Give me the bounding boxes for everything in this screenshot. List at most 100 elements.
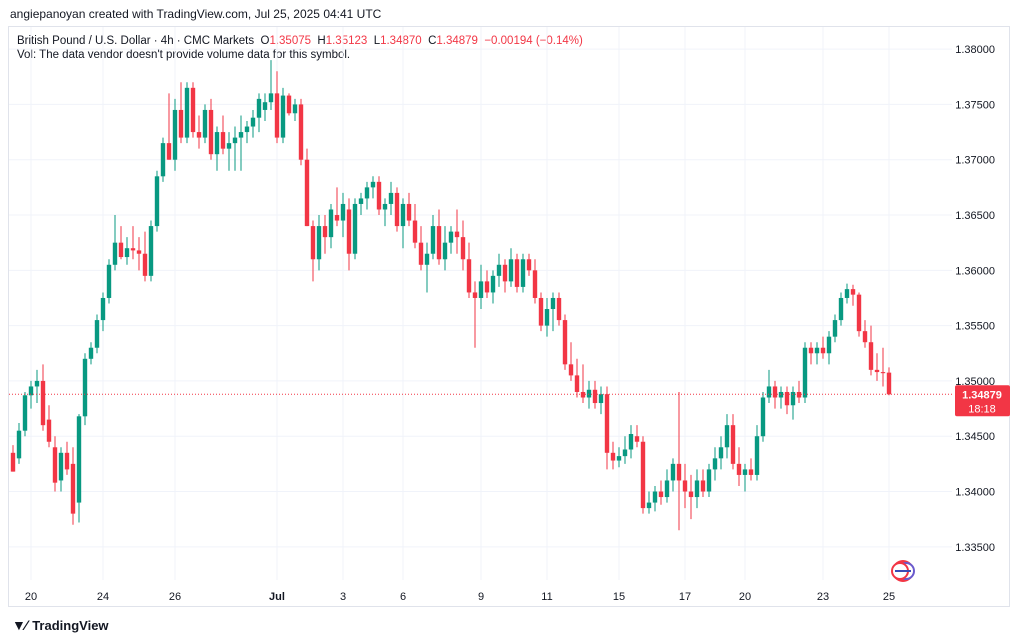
candle-body [610,452,616,461]
candle [640,436,646,514]
candle-body [484,281,490,293]
last-price-badge [955,385,1010,417]
candle [544,297,550,337]
candle-body [514,259,520,287]
candle [346,198,352,271]
tradingview-logo-icon: ▼⁄ [12,617,27,633]
candle [742,463,748,492]
candle [670,458,676,492]
candle-body [376,181,382,210]
candle [736,447,742,486]
close-label: C [428,35,437,47]
candle [142,231,148,282]
candle [616,447,622,468]
time-axis: 20 24 26 Jul 3 6 9 11 15 17 20 23 25 [25,591,895,603]
candle-body [322,226,328,238]
candle [766,369,772,404]
candle [340,192,346,238]
high-value: 1.35123 [325,35,368,47]
candle-body [406,203,412,221]
candle [430,215,436,260]
candle-body [622,449,628,457]
candle-body [670,463,676,481]
flag-icon[interactable] [891,560,915,582]
candle [454,209,460,254]
time-tick-label: 15 [613,591,625,603]
candle [466,242,472,298]
time-tick-label: 26 [169,591,181,603]
candle-body [154,176,160,227]
candle [322,215,328,254]
candle [598,386,604,415]
candle [676,391,682,531]
candle [790,386,796,420]
candle-body [718,447,724,459]
candle [160,137,166,182]
candle [610,441,616,470]
candle [490,270,496,304]
low-label: L [373,35,381,47]
candle [262,93,268,122]
last-price-marker: 1.34879 18:18 [9,385,1010,417]
candle-body [562,320,568,365]
candle-body [736,463,742,475]
candle [334,187,340,227]
candle-body [856,294,862,332]
footer-brand[interactable]: ▼⁄ TradingView [12,617,109,633]
candle [844,283,850,304]
candle [238,115,244,171]
candle [202,104,208,144]
candle-body [742,469,748,475]
candle-body [70,463,76,514]
high-label: H [317,35,326,47]
candle [154,170,160,232]
candle [814,342,820,365]
candle-body [184,87,190,138]
candle-body [82,358,88,417]
candle [622,436,628,464]
candle [382,198,388,227]
candle [82,353,88,426]
candle-body [112,242,118,265]
candle-body [100,297,106,321]
candle-body [712,458,718,470]
price-tick-label: 1.34000 [955,487,995,499]
candle [568,342,574,381]
candle-body [772,386,778,398]
candle [706,463,712,498]
chart-credit: angiepanoyan created with TradingView.co… [10,7,382,21]
candle-body [748,469,754,475]
candle-body [598,394,604,404]
candle [286,93,292,116]
price-tick-label: 1.35500 [955,321,995,333]
candle-body [10,452,16,472]
candle-body [544,309,550,326]
time-tick-label: 6 [400,591,406,603]
candle [562,314,568,370]
time-tick-label: 3 [340,591,346,603]
candle [628,425,634,459]
candle [520,253,526,293]
candle-body [412,220,418,243]
candle-body [442,242,448,260]
candle [760,391,766,442]
candle [712,447,718,481]
candle [364,181,370,210]
candle-body [16,430,22,459]
candle [232,126,238,171]
candle-body [880,372,886,374]
candle [658,480,664,505]
candle-body [814,347,820,354]
candle [268,60,274,110]
candle-body [310,226,316,260]
candle [808,342,814,365]
candle-body [868,342,874,370]
candle-body [874,369,880,373]
candle-body [268,93,274,103]
candle-body [232,137,238,144]
candle [820,336,826,359]
candle [460,220,466,271]
candle-body [286,95,292,114]
last-price-label: 1.34879 [962,389,1002,401]
